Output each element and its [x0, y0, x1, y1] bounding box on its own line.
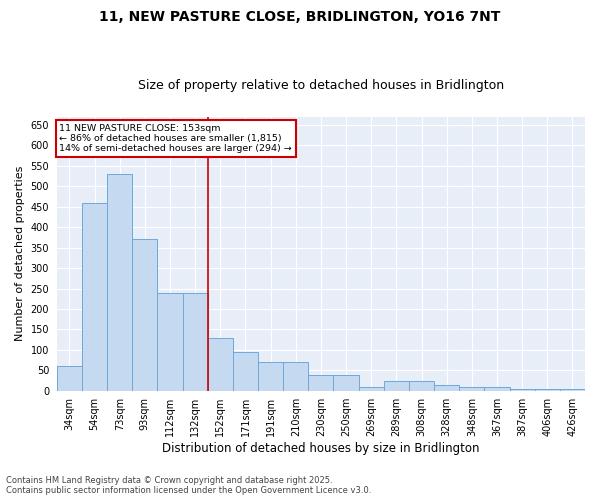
Bar — [409, 380, 434, 391]
Bar — [384, 380, 409, 391]
Bar — [334, 376, 359, 391]
Bar — [208, 338, 233, 391]
Bar — [509, 389, 535, 391]
Bar — [82, 202, 107, 391]
Bar — [560, 389, 585, 391]
Title: Size of property relative to detached houses in Bridlington: Size of property relative to detached ho… — [138, 79, 504, 92]
Bar — [157, 292, 182, 391]
Bar — [57, 366, 82, 391]
Bar — [459, 386, 484, 391]
Text: 11 NEW PASTURE CLOSE: 153sqm
← 86% of detached houses are smaller (1,815)
14% of: 11 NEW PASTURE CLOSE: 153sqm ← 86% of de… — [59, 124, 292, 154]
Bar — [233, 352, 258, 391]
Bar — [283, 362, 308, 391]
Bar — [308, 376, 334, 391]
Bar — [535, 389, 560, 391]
Bar — [359, 386, 384, 391]
Bar — [107, 174, 132, 391]
Y-axis label: Number of detached properties: Number of detached properties — [15, 166, 25, 342]
Bar — [258, 362, 283, 391]
X-axis label: Distribution of detached houses by size in Bridlington: Distribution of detached houses by size … — [162, 442, 479, 455]
Text: Contains HM Land Registry data © Crown copyright and database right 2025.
Contai: Contains HM Land Registry data © Crown c… — [6, 476, 371, 495]
Text: 11, NEW PASTURE CLOSE, BRIDLINGTON, YO16 7NT: 11, NEW PASTURE CLOSE, BRIDLINGTON, YO16… — [100, 10, 500, 24]
Bar — [182, 292, 208, 391]
Bar — [434, 384, 459, 391]
Bar — [132, 240, 157, 391]
Bar — [484, 386, 509, 391]
